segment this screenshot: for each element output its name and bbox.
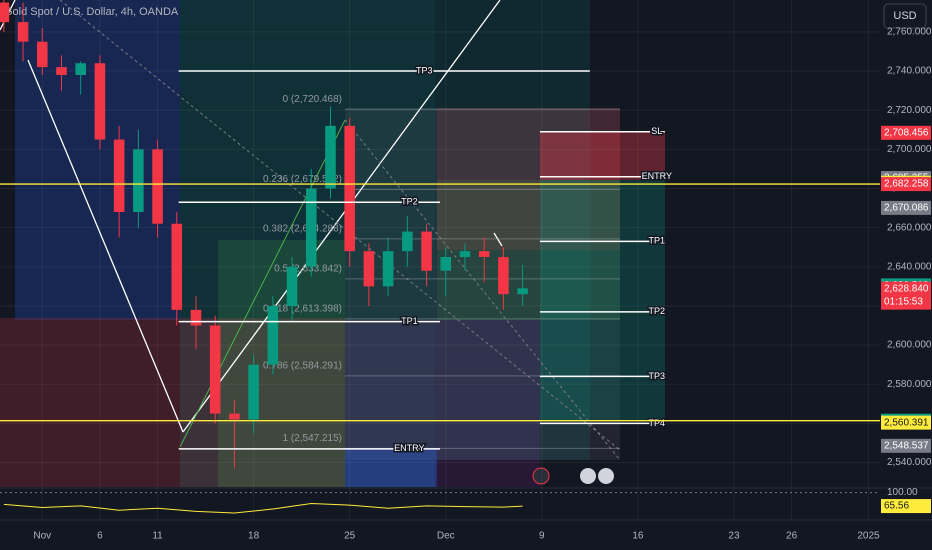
y-tick-label: 2,540.000 xyxy=(887,457,932,468)
x-tick-label: Nov xyxy=(33,531,51,542)
fib-label: 0.618 (2,613.398) xyxy=(263,304,342,315)
zones xyxy=(0,0,665,487)
price-tag xyxy=(881,200,931,215)
candle-body xyxy=(325,125,336,189)
price-tag-label: 2,628.840 xyxy=(884,283,929,294)
y-tick-label: 2,600.000 xyxy=(887,340,932,351)
price-axis xyxy=(880,0,932,550)
price-tag-label: 2,708.456 xyxy=(884,127,929,138)
candle-body xyxy=(305,188,317,267)
countdown: 01:15:53 xyxy=(884,296,923,307)
drawings xyxy=(0,0,621,461)
price-tag-label: 2,670.086 xyxy=(884,203,929,214)
x-tick-label: 6 xyxy=(97,531,103,542)
currency[interactable]: USD xyxy=(893,10,916,22)
candle-body xyxy=(56,67,67,75)
candle-body xyxy=(17,22,29,42)
x-tick-label: 11 xyxy=(152,531,163,542)
level-label: TP3 xyxy=(416,65,433,75)
x-tick-label: 18 xyxy=(248,531,260,542)
level-label: TP3 xyxy=(649,371,666,381)
chart-title: Gold Spot / U.S. Dollar, 4h, OANDA xyxy=(4,6,179,18)
osc-tag-label: 65.56 xyxy=(884,501,909,512)
x-tick-label: Dec xyxy=(437,531,455,542)
level-label: TP4 xyxy=(649,418,666,428)
candle-body xyxy=(190,309,202,326)
candle-body xyxy=(75,63,86,75)
level-label: TP2 xyxy=(649,306,666,316)
osc-tick-label: 100.00 xyxy=(887,487,918,498)
x-tick-label: 23 xyxy=(728,531,740,542)
candle-body xyxy=(248,364,259,420)
candle-body xyxy=(171,223,183,310)
candle-body xyxy=(440,257,452,271)
x-tick-label: 25 xyxy=(344,531,356,542)
x-tick-label: 26 xyxy=(786,531,798,542)
level-label: ENTRY xyxy=(394,443,424,453)
candle-body xyxy=(286,266,298,306)
x-tick-label: 9 xyxy=(539,531,545,542)
y-tick-label: 2,740.000 xyxy=(887,66,932,77)
candle-body xyxy=(421,231,432,271)
price-tag xyxy=(881,281,931,310)
candle-body xyxy=(402,231,413,252)
fib-label: 0.236 (2,679.512) xyxy=(263,174,342,185)
price-tag-label: 2,548.537 xyxy=(884,440,929,451)
fib-label: 0 (2,720.468) xyxy=(283,94,343,105)
fib-label: 1 (2,547.215) xyxy=(283,433,343,444)
y-tick-label: 2,720.000 xyxy=(887,105,932,116)
y-tick-label: 2,660.000 xyxy=(887,222,932,233)
price-tag-label: 2,682.258 xyxy=(884,179,929,190)
price-tag xyxy=(881,415,931,430)
osc-tag xyxy=(881,499,931,514)
candle-body xyxy=(113,139,125,212)
y-tick-label: 2,640.000 xyxy=(887,261,932,272)
candle-body xyxy=(478,251,490,258)
level-label: SL xyxy=(651,126,662,136)
candle-body xyxy=(229,413,240,420)
level-label: TP1 xyxy=(401,316,418,326)
candle-body xyxy=(498,257,509,295)
candle-body xyxy=(363,251,375,287)
price-tag-label: 2,560.391 xyxy=(884,417,929,428)
level-label: TP1 xyxy=(649,236,666,246)
price-tag xyxy=(881,177,931,192)
price-tag xyxy=(881,125,931,140)
osc-line xyxy=(3,503,523,514)
candle-body xyxy=(94,63,106,140)
level-label: ENTRY xyxy=(642,171,672,181)
x-tick-label: 2025 xyxy=(857,531,880,542)
candle-body xyxy=(0,2,10,23)
candle-body xyxy=(517,288,528,295)
icons xyxy=(532,467,614,485)
fib-label: 0.5 (2,633.842) xyxy=(274,263,342,274)
y-tick-label: 2,700.000 xyxy=(887,144,932,155)
currency-button[interactable] xyxy=(883,3,927,29)
candle-body xyxy=(209,325,221,414)
fib-label: 0.786 (2,584.291) xyxy=(263,360,342,371)
fib-label: 0.382 (2,654.288) xyxy=(263,223,342,234)
candle-body xyxy=(382,251,394,287)
candle-body xyxy=(152,149,163,224)
candle-body xyxy=(133,149,144,212)
level-label: TP2 xyxy=(401,197,418,207)
candle-body xyxy=(36,41,48,68)
candle-body xyxy=(344,125,355,252)
y-tick-label: 2,760.000 xyxy=(887,27,932,38)
candle-body xyxy=(267,305,279,365)
y-tick-label: 2,580.000 xyxy=(887,379,932,390)
price-tag xyxy=(881,438,931,453)
x-tick-label: 16 xyxy=(632,531,644,542)
candle-body xyxy=(459,251,471,258)
